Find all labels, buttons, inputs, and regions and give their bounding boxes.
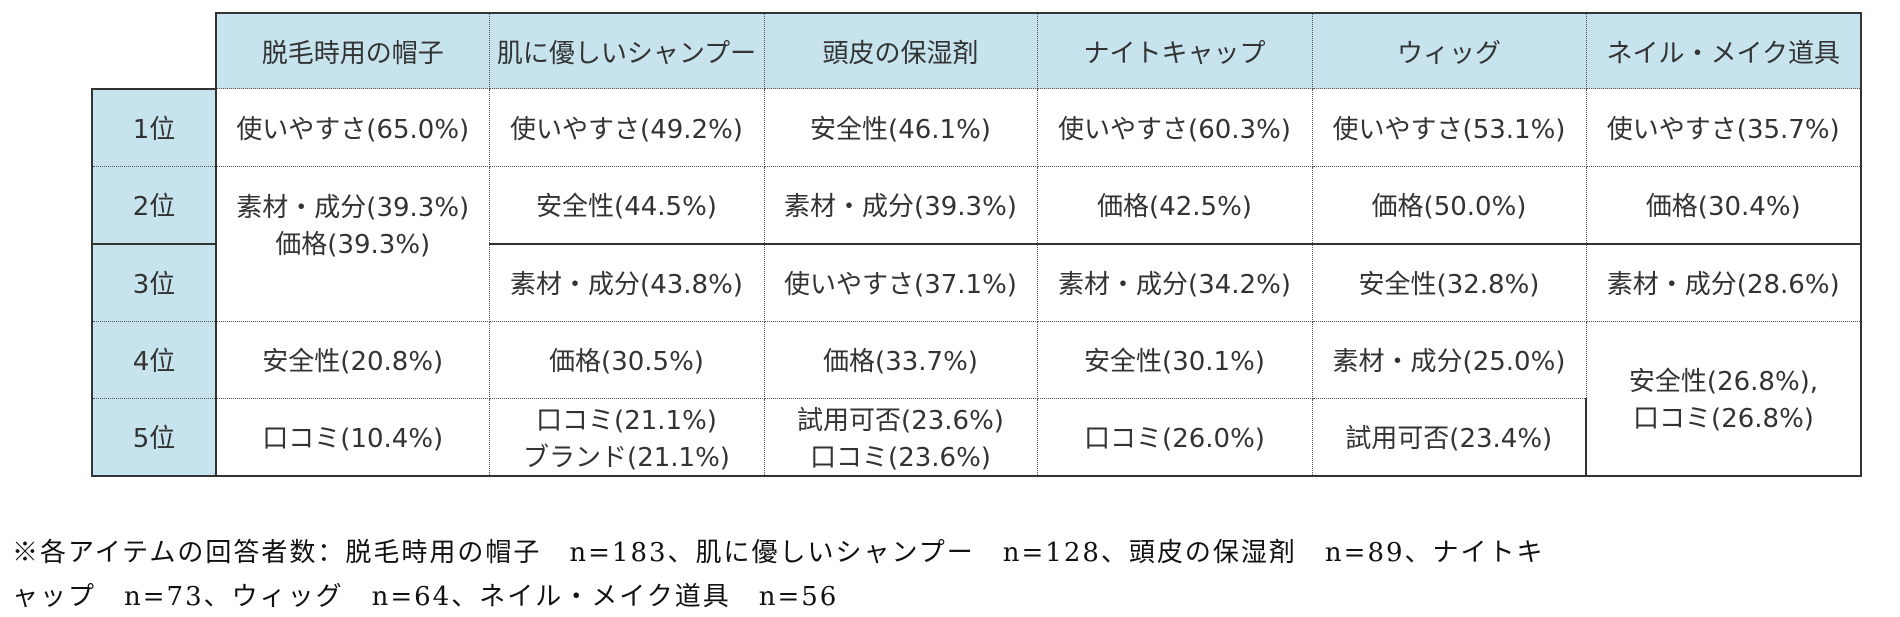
cell: 使いやすさ(53.1%): [1311, 88, 1587, 167]
cell-line: 価格(39.3%): [275, 229, 431, 260]
table-row: 4位 安全性(20.8%) 価格(30.5%) 価格(33.7%) 安全性(30…: [91, 320, 1862, 477]
cell-line: 口コミ(21.1%): [536, 405, 717, 436]
header-shampoo: 肌に優しいシャンプー: [488, 12, 765, 89]
cell: 価格(42.5%): [1036, 165, 1313, 244]
cell-line: 試用可否(23.6%): [797, 405, 1004, 436]
header-hat: 脱毛時用の帽子: [215, 12, 490, 89]
header-wig: ウィッグ: [1311, 12, 1587, 89]
cell: 安全性(30.1%): [1036, 320, 1313, 399]
table-row: 3位 素材・成分(43.8%) 使いやすさ(37.1%) 素材・成分(34.2%…: [91, 242, 1862, 322]
cell: 安全性(32.8%): [1311, 242, 1587, 322]
rank-label: 2位: [91, 165, 217, 244]
header-nightcap: ナイトキャップ: [1036, 12, 1313, 89]
cell: 口コミ(10.4%): [215, 397, 490, 477]
corner-cell: [92, 13, 217, 90]
cell-line: 口コミ(23.6%): [810, 442, 991, 473]
cell: 価格(30.4%): [1585, 165, 1862, 244]
cell: 価格(33.7%): [763, 320, 1038, 399]
cell: 価格(30.5%): [488, 320, 765, 399]
table-row: 5位 口コミ(10.4%) 口コミ(21.1%) ブランド(21.1%) 試用可…: [91, 397, 1861, 477]
cell: 使いやすさ(65.0%): [215, 88, 490, 167]
cell-line: ブランド(21.1%): [523, 442, 730, 473]
merged-cell: 安全性(26.8%), 口コミ(26.8%): [1585, 320, 1862, 477]
cell: 使いやすさ(49.2%): [488, 88, 765, 167]
cell: 素材・成分(25.0%): [1311, 320, 1587, 399]
cell: 試用可否(23.4%): [1311, 397, 1587, 477]
cell: 素材・成分(43.8%): [488, 242, 765, 322]
cell: 使いやすさ(37.1%): [763, 242, 1038, 322]
cell: 素材・成分(34.2%): [1036, 242, 1313, 322]
cell: 安全性(20.8%): [215, 320, 490, 399]
header-nail-makeup: ネイル・メイク道具: [1585, 12, 1862, 89]
footnote-line-2: ャップ n=73、ウィッグ n=64、ネイル・メイク道具 n=56: [12, 582, 839, 612]
cell-line: 安全性(26.8%),: [1628, 367, 1819, 397]
cell: 口コミ(26.0%): [1036, 397, 1313, 477]
cell-line: 素材・成分(39.3%): [236, 192, 470, 223]
footnote-line-1: ※各アイテムの回答者数：脱毛時用の帽子 n=183、肌に優しいシャンプー n=1…: [12, 538, 1545, 568]
rank-label: 4位: [91, 320, 217, 399]
cell-line: 口コミ(26.8%): [1633, 404, 1814, 434]
cell: 安全性(44.5%): [488, 165, 765, 244]
cell: 素材・成分(39.3%): [763, 165, 1038, 244]
rank-label: 5位: [91, 397, 217, 477]
merged-cell: 素材・成分(39.3%) 価格(39.3%): [215, 165, 490, 322]
cell: 使いやすさ(60.3%): [1036, 88, 1313, 167]
header-moisturizer: 頭皮の保湿剤: [763, 12, 1038, 89]
cell: 口コミ(21.1%) ブランド(21.1%): [488, 397, 765, 477]
table-row: 1位 使いやすさ(65.0%) 使いやすさ(49.2%) 安全性(46.1%) …: [91, 88, 1862, 167]
ranking-table: 脱毛時用の帽子 肌に優しいシャンプー 頭皮の保湿剤 ナイトキャップ ウィッグ ネ…: [91, 12, 1862, 477]
cell: 使いやすさ(35.7%): [1585, 88, 1862, 167]
table-row: 2位 素材・成分(39.3%) 価格(39.3%) 安全性(44.5%) 素材・…: [91, 165, 1862, 322]
rank-label: 3位: [91, 242, 217, 322]
cell: 試用可否(23.6%) 口コミ(23.6%): [763, 397, 1038, 477]
cell: 価格(50.0%): [1311, 165, 1587, 244]
cell: 安全性(46.1%): [763, 88, 1038, 167]
cell: 素材・成分(28.6%): [1585, 242, 1862, 322]
rank-label: 1位: [91, 88, 217, 167]
